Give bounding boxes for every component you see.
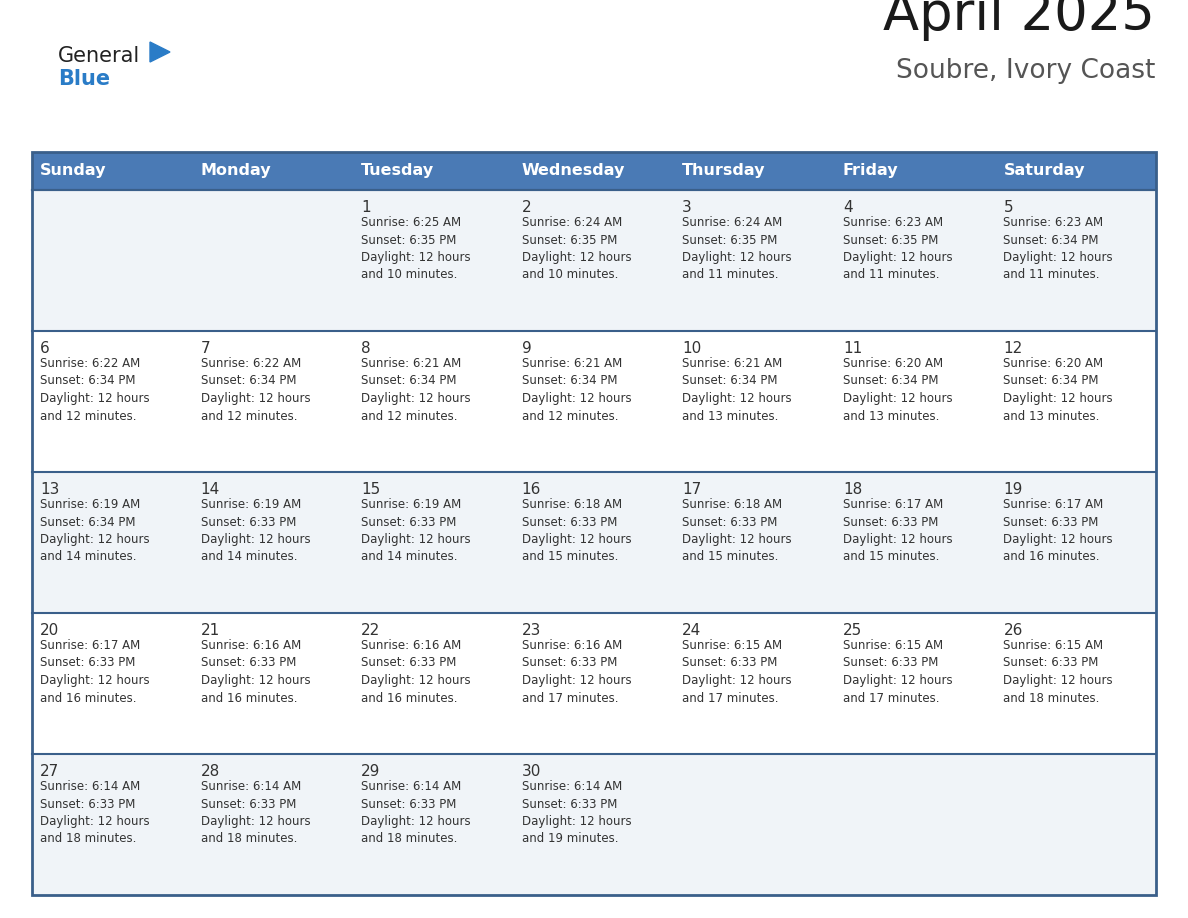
- Text: 7: 7: [201, 341, 210, 356]
- Text: 24: 24: [682, 623, 702, 638]
- Text: Sunrise: 6:25 AM
Sunset: 6:35 PM
Daylight: 12 hours
and 10 minutes.: Sunrise: 6:25 AM Sunset: 6:35 PM Dayligh…: [361, 216, 470, 282]
- Text: General: General: [58, 46, 140, 66]
- Bar: [835, 152, 996, 190]
- Polygon shape: [150, 42, 170, 62]
- Text: Saturday: Saturday: [1004, 163, 1085, 178]
- Bar: [192, 152, 353, 190]
- Text: Tuesday: Tuesday: [361, 163, 435, 178]
- Text: 27: 27: [40, 764, 59, 779]
- Text: 13: 13: [40, 482, 59, 497]
- Text: Sunrise: 6:21 AM
Sunset: 6:34 PM
Daylight: 12 hours
and 12 minutes.: Sunrise: 6:21 AM Sunset: 6:34 PM Dayligh…: [361, 357, 470, 422]
- Text: 18: 18: [842, 482, 862, 497]
- Text: Sunrise: 6:16 AM
Sunset: 6:33 PM
Daylight: 12 hours
and 16 minutes.: Sunrise: 6:16 AM Sunset: 6:33 PM Dayligh…: [361, 639, 470, 704]
- Text: Wednesday: Wednesday: [522, 163, 625, 178]
- Text: Sunrise: 6:14 AM
Sunset: 6:33 PM
Daylight: 12 hours
and 18 minutes.: Sunrise: 6:14 AM Sunset: 6:33 PM Dayligh…: [361, 780, 470, 845]
- Text: 21: 21: [201, 623, 220, 638]
- Bar: [32, 152, 1156, 895]
- Text: 16: 16: [522, 482, 541, 497]
- Text: Sunrise: 6:20 AM
Sunset: 6:34 PM
Daylight: 12 hours
and 13 minutes.: Sunrise: 6:20 AM Sunset: 6:34 PM Dayligh…: [1004, 357, 1113, 422]
- Text: 15: 15: [361, 482, 380, 497]
- Bar: [32, 472, 1156, 613]
- Text: 14: 14: [201, 482, 220, 497]
- Text: Sunday: Sunday: [40, 163, 107, 178]
- Text: Sunrise: 6:18 AM
Sunset: 6:33 PM
Daylight: 12 hours
and 15 minutes.: Sunrise: 6:18 AM Sunset: 6:33 PM Dayligh…: [522, 498, 631, 564]
- Text: Sunrise: 6:14 AM
Sunset: 6:33 PM
Daylight: 12 hours
and 18 minutes.: Sunrise: 6:14 AM Sunset: 6:33 PM Dayligh…: [40, 780, 150, 845]
- Text: Sunrise: 6:16 AM
Sunset: 6:33 PM
Daylight: 12 hours
and 16 minutes.: Sunrise: 6:16 AM Sunset: 6:33 PM Dayligh…: [201, 639, 310, 704]
- Text: 30: 30: [522, 764, 541, 779]
- Text: 9: 9: [522, 341, 531, 356]
- Bar: [353, 152, 513, 190]
- Text: Sunrise: 6:17 AM
Sunset: 6:33 PM
Daylight: 12 hours
and 16 minutes.: Sunrise: 6:17 AM Sunset: 6:33 PM Dayligh…: [1004, 498, 1113, 564]
- Text: Monday: Monday: [201, 163, 271, 178]
- Bar: [32, 754, 1156, 895]
- Text: Sunrise: 6:24 AM
Sunset: 6:35 PM
Daylight: 12 hours
and 11 minutes.: Sunrise: 6:24 AM Sunset: 6:35 PM Dayligh…: [682, 216, 792, 282]
- Text: Sunrise: 6:19 AM
Sunset: 6:33 PM
Daylight: 12 hours
and 14 minutes.: Sunrise: 6:19 AM Sunset: 6:33 PM Dayligh…: [201, 498, 310, 564]
- Text: 10: 10: [682, 341, 702, 356]
- Text: 23: 23: [522, 623, 541, 638]
- Text: Sunrise: 6:15 AM
Sunset: 6:33 PM
Daylight: 12 hours
and 17 minutes.: Sunrise: 6:15 AM Sunset: 6:33 PM Dayligh…: [842, 639, 953, 704]
- Text: 19: 19: [1004, 482, 1023, 497]
- Bar: [32, 152, 192, 190]
- Text: Sunrise: 6:15 AM
Sunset: 6:33 PM
Daylight: 12 hours
and 17 minutes.: Sunrise: 6:15 AM Sunset: 6:33 PM Dayligh…: [682, 639, 792, 704]
- Text: Sunrise: 6:15 AM
Sunset: 6:33 PM
Daylight: 12 hours
and 18 minutes.: Sunrise: 6:15 AM Sunset: 6:33 PM Dayligh…: [1004, 639, 1113, 704]
- Text: Soubre, Ivory Coast: Soubre, Ivory Coast: [896, 58, 1155, 84]
- Text: 20: 20: [40, 623, 59, 638]
- Text: Sunrise: 6:19 AM
Sunset: 6:34 PM
Daylight: 12 hours
and 14 minutes.: Sunrise: 6:19 AM Sunset: 6:34 PM Dayligh…: [40, 498, 150, 564]
- Text: Sunrise: 6:21 AM
Sunset: 6:34 PM
Daylight: 12 hours
and 12 minutes.: Sunrise: 6:21 AM Sunset: 6:34 PM Dayligh…: [522, 357, 631, 422]
- Text: April 2025: April 2025: [883, 0, 1155, 41]
- Text: 26: 26: [1004, 623, 1023, 638]
- Text: Blue: Blue: [58, 69, 110, 89]
- Text: 12: 12: [1004, 341, 1023, 356]
- Text: Sunrise: 6:23 AM
Sunset: 6:34 PM
Daylight: 12 hours
and 11 minutes.: Sunrise: 6:23 AM Sunset: 6:34 PM Dayligh…: [1004, 216, 1113, 282]
- Text: Sunrise: 6:17 AM
Sunset: 6:33 PM
Daylight: 12 hours
and 15 minutes.: Sunrise: 6:17 AM Sunset: 6:33 PM Dayligh…: [842, 498, 953, 564]
- Bar: [513, 152, 675, 190]
- Text: Sunrise: 6:20 AM
Sunset: 6:34 PM
Daylight: 12 hours
and 13 minutes.: Sunrise: 6:20 AM Sunset: 6:34 PM Dayligh…: [842, 357, 953, 422]
- Text: 29: 29: [361, 764, 380, 779]
- Text: 6: 6: [40, 341, 50, 356]
- Text: Sunrise: 6:19 AM
Sunset: 6:33 PM
Daylight: 12 hours
and 14 minutes.: Sunrise: 6:19 AM Sunset: 6:33 PM Dayligh…: [361, 498, 470, 564]
- Text: Sunrise: 6:22 AM
Sunset: 6:34 PM
Daylight: 12 hours
and 12 minutes.: Sunrise: 6:22 AM Sunset: 6:34 PM Dayligh…: [201, 357, 310, 422]
- Text: 17: 17: [682, 482, 702, 497]
- Bar: [32, 190, 1156, 331]
- Text: 3: 3: [682, 200, 693, 215]
- Text: Thursday: Thursday: [682, 163, 766, 178]
- Text: Sunrise: 6:14 AM
Sunset: 6:33 PM
Daylight: 12 hours
and 19 minutes.: Sunrise: 6:14 AM Sunset: 6:33 PM Dayligh…: [522, 780, 631, 845]
- Text: 28: 28: [201, 764, 220, 779]
- Text: Sunrise: 6:16 AM
Sunset: 6:33 PM
Daylight: 12 hours
and 17 minutes.: Sunrise: 6:16 AM Sunset: 6:33 PM Dayligh…: [522, 639, 631, 704]
- Text: Sunrise: 6:22 AM
Sunset: 6:34 PM
Daylight: 12 hours
and 12 minutes.: Sunrise: 6:22 AM Sunset: 6:34 PM Dayligh…: [40, 357, 150, 422]
- Text: 2: 2: [522, 200, 531, 215]
- Bar: [32, 613, 1156, 754]
- Text: 4: 4: [842, 200, 853, 215]
- Bar: [996, 152, 1156, 190]
- Text: Sunrise: 6:18 AM
Sunset: 6:33 PM
Daylight: 12 hours
and 15 minutes.: Sunrise: 6:18 AM Sunset: 6:33 PM Dayligh…: [682, 498, 792, 564]
- Text: 5: 5: [1004, 200, 1013, 215]
- Text: Friday: Friday: [842, 163, 898, 178]
- Text: Sunrise: 6:14 AM
Sunset: 6:33 PM
Daylight: 12 hours
and 18 minutes.: Sunrise: 6:14 AM Sunset: 6:33 PM Dayligh…: [201, 780, 310, 845]
- Text: 8: 8: [361, 341, 371, 356]
- Text: Sunrise: 6:17 AM
Sunset: 6:33 PM
Daylight: 12 hours
and 16 minutes.: Sunrise: 6:17 AM Sunset: 6:33 PM Dayligh…: [40, 639, 150, 704]
- Text: Sunrise: 6:21 AM
Sunset: 6:34 PM
Daylight: 12 hours
and 13 minutes.: Sunrise: 6:21 AM Sunset: 6:34 PM Dayligh…: [682, 357, 792, 422]
- Text: Sunrise: 6:23 AM
Sunset: 6:35 PM
Daylight: 12 hours
and 11 minutes.: Sunrise: 6:23 AM Sunset: 6:35 PM Dayligh…: [842, 216, 953, 282]
- Text: 25: 25: [842, 623, 862, 638]
- Bar: [32, 331, 1156, 472]
- Text: 11: 11: [842, 341, 862, 356]
- Text: 1: 1: [361, 200, 371, 215]
- Text: Sunrise: 6:24 AM
Sunset: 6:35 PM
Daylight: 12 hours
and 10 minutes.: Sunrise: 6:24 AM Sunset: 6:35 PM Dayligh…: [522, 216, 631, 282]
- Bar: [675, 152, 835, 190]
- Text: 22: 22: [361, 623, 380, 638]
